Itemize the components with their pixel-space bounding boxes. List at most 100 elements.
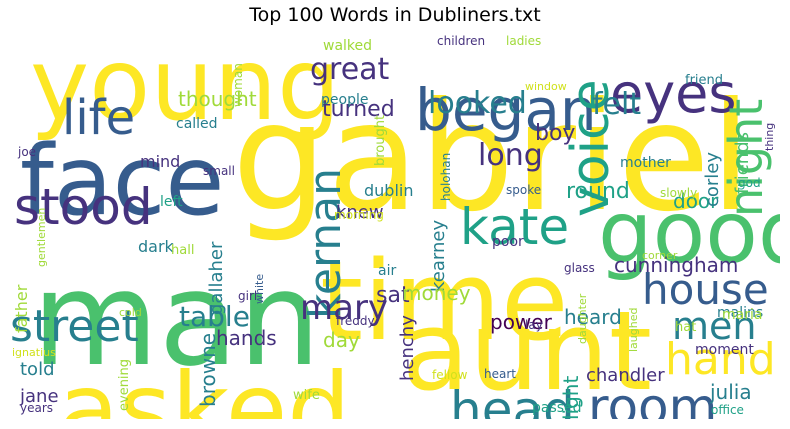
cloud-word-moment: moment [695,342,754,358]
cloud-word-friend: friend [685,73,723,88]
cloud-word-jane: jane [19,386,59,407]
cloud-word-ignatius: ignatius [12,346,56,359]
cloud-word-door: door [673,189,719,213]
cloud-word-mary: mary [300,288,388,328]
cloud-word-room: room [588,378,717,419]
cloud-word-office: office [711,403,744,417]
cloud-word-looked: looked [428,86,527,121]
cloud-word-chandler: chandler [586,365,665,386]
cloud-word-cunningham: cunningham [614,253,738,277]
cloud-word-passed: passed [532,400,582,416]
cloud-word-hands: hands [216,326,277,350]
cloud-word-face: face [20,125,224,237]
cloud-word-window: window [525,80,567,93]
cloud-word-small: small [203,164,235,178]
cloud-word-began: began [415,76,597,144]
cloud-word-power: power [490,310,553,334]
cloud-word-sat: sat [376,283,410,308]
cloud-word-girl: girl [238,289,257,303]
cloud-word-head: head [450,381,575,419]
cloud-word-spoke: spoke [506,183,541,197]
cloud-word-poor: poor [492,234,524,250]
cloud-word-table: table [179,300,250,333]
cloud-word-long: long [478,138,543,173]
cloud-word-browne: browne [196,333,220,407]
cloud-word-god: god [738,176,761,190]
cloud-word-dark: dark [138,237,175,256]
cloud-word-glass: glass [564,261,595,275]
cloud-word-ladies: ladies [506,34,541,48]
cloud-word-gabriel: gabriel [232,71,752,245]
cloud-word-thing: thing [763,123,776,151]
cloud-word-white: white [253,274,266,304]
cloud-word-man: man [32,243,321,395]
cloud-word-stood: stood [14,178,153,236]
cloud-word-maria: maria [722,307,762,323]
cloud-word-evening: evening [117,359,132,411]
cloud-word-called: called [176,116,218,132]
cloud-word-daughter: daughter [576,293,589,344]
cloud-word-corner: corner [642,249,678,262]
cloud-word-henchy: henchy [397,315,418,381]
cloud-word-brought: brought [373,115,388,166]
cloud-word-julia: julia [709,380,752,404]
cloud-word-children: children [437,34,485,48]
cloud-word-voice: voice [561,79,621,217]
cloud-word-air: air [378,263,396,279]
cloud-word-joe: joe [17,145,36,159]
cloud-word-morning: morning [334,208,384,222]
cloud-word-hand: hand [665,334,776,385]
cloud-word-kernan: kernan [300,168,351,319]
chart-title: Top 100 Words in Dubliners.txt [249,4,541,26]
cloud-word-fellow: fellow [432,368,468,382]
cloud-word-turned: turned [322,97,395,122]
cloud-word-boy: boy [535,121,575,146]
cloud-word-money: money [402,281,471,305]
cloud-word-street: street [10,301,139,352]
cloud-word-knew: knew [336,202,384,223]
cloud-word-day: day [323,328,360,352]
cloud-word-asked: asked [58,351,351,419]
cloud-word-kate: kate [460,198,569,256]
cloud-word-friends: friends [732,132,753,194]
cloud-word-woman: woman [231,63,245,107]
cloud-word-good: good [598,183,780,283]
cloud-word-eyes: eyes [610,62,737,125]
cloud-word-heart: heart [484,367,516,381]
cloud-word-light: light [559,376,583,419]
cloud-word-dublin: dublin [364,181,413,200]
cloud-word-gallaher: gallaher [206,241,227,315]
cloud-word-holohan: holohan [439,153,453,201]
cloud-word-house: house [642,265,769,314]
cloud-word-life: life [62,90,135,146]
cloud-word-men: men [672,304,756,348]
cloud-word-malins: malins [717,305,763,321]
cloud-word-heard: heard [564,305,622,329]
cloud-word-lay: lay [525,318,543,332]
cloud-word-young: young [30,34,341,143]
cloud-word-wife: wife [293,388,320,403]
cloud-word-slowly: slowly [660,186,697,200]
cloud-word-great: great [310,52,390,87]
cloud-word-walked: walked [323,38,372,54]
cloud-word-gentlemen: gentlemen [35,208,48,267]
cloud-word-left: left [160,194,183,210]
cloud-word-mind: mind [140,152,180,171]
cloud-word-cold: cold [119,306,142,319]
cloud-word-told: told [20,359,55,380]
cloud-word-round: round [566,179,630,204]
cloud-word-felt: felt [592,87,641,122]
cloud-word-night: night [719,99,773,217]
cloud-word-aunt: aunt [402,287,652,415]
cloud-word-years: years [20,401,53,415]
cloud-word-laughed: laughed [627,308,640,352]
cloud-word-time: time [320,237,569,365]
cloud-word-thought: thought [178,87,257,111]
cloud-word-people: people [321,92,368,108]
cloud-word-father: father [12,284,31,333]
cloud-word-freddy: freddy [336,314,375,328]
cloud-word-hat: hat [675,320,696,335]
cloud-word-kearney: kearney [428,220,449,292]
